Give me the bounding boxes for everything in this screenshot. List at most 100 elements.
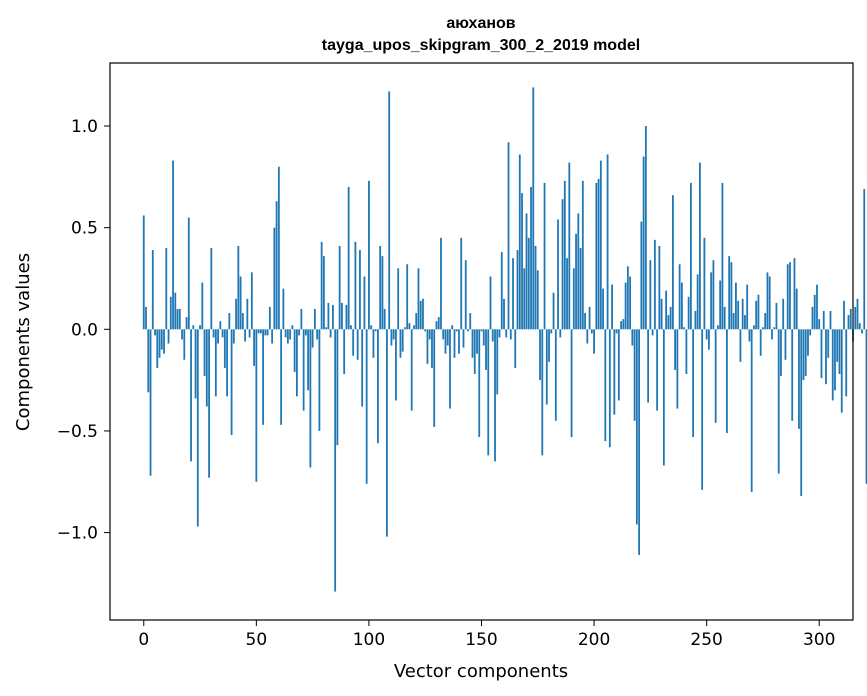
x-axis-label: Vector components xyxy=(394,661,568,682)
bar-291 xyxy=(798,329,800,429)
bar-119 xyxy=(410,329,413,411)
bar-92 xyxy=(350,325,352,330)
bar-182 xyxy=(552,292,555,330)
bar-9 xyxy=(163,329,165,354)
bar-303 xyxy=(825,329,827,385)
bar-130 xyxy=(435,321,438,330)
bar-53 xyxy=(262,329,264,425)
bar-235 xyxy=(671,195,674,330)
x-tick-label: 250 xyxy=(690,630,722,650)
bar-285 xyxy=(784,329,787,360)
bar-262 xyxy=(732,313,735,330)
bar-278 xyxy=(768,276,771,330)
bar-210 xyxy=(615,329,618,334)
bar-151 xyxy=(482,329,485,346)
bar-212 xyxy=(620,321,622,330)
bar-7 xyxy=(158,329,161,358)
bar-145 xyxy=(469,313,472,330)
bar-134 xyxy=(444,329,447,354)
bar-122 xyxy=(417,268,420,330)
bar-80 xyxy=(322,256,325,330)
bar-72 xyxy=(304,329,307,336)
bar-100 xyxy=(368,180,370,330)
bar-311 xyxy=(843,300,845,330)
bar-91 xyxy=(347,187,350,330)
bar-193 xyxy=(577,213,580,330)
bar-34 xyxy=(219,321,222,330)
bar-22 xyxy=(192,325,195,330)
bar-256 xyxy=(719,280,722,330)
bar-302 xyxy=(822,311,825,330)
bar-118 xyxy=(408,323,411,330)
bar-110 xyxy=(390,329,393,346)
bar-171 xyxy=(527,237,530,330)
bar-1 xyxy=(145,306,147,330)
y-axis: −1.0 −0.5 0.0 0.5 1.0 xyxy=(57,117,110,544)
bar-67 xyxy=(293,329,296,372)
bar-58 xyxy=(273,227,276,330)
bar-20 xyxy=(187,217,190,330)
bar-121 xyxy=(415,313,418,330)
bar-165 xyxy=(514,329,517,368)
bar-90 xyxy=(345,304,348,330)
bar-35 xyxy=(221,329,224,338)
bar-305 xyxy=(829,311,832,330)
bar-43 xyxy=(239,276,242,330)
bar-179 xyxy=(545,329,548,405)
bar-177 xyxy=(541,329,544,456)
bar-75 xyxy=(311,329,314,348)
bar-276 xyxy=(764,313,767,330)
bar-249 xyxy=(703,237,706,330)
bar-98 xyxy=(363,276,366,330)
bar-274 xyxy=(759,329,762,356)
bar-0 xyxy=(142,215,145,330)
bar-153 xyxy=(487,329,490,456)
bar-129 xyxy=(433,329,436,427)
bar-85 xyxy=(334,329,337,592)
bar-290 xyxy=(795,288,798,330)
bar-152 xyxy=(485,329,487,370)
bar-172 xyxy=(530,187,532,330)
bar-283 xyxy=(780,329,782,377)
bar-18 xyxy=(183,329,186,360)
bar-50 xyxy=(255,329,258,482)
bar-62 xyxy=(282,288,285,330)
bar-4 xyxy=(151,250,154,330)
bar-309 xyxy=(838,329,841,375)
bar-94 xyxy=(354,241,357,330)
bar-79 xyxy=(320,241,323,330)
bar-215 xyxy=(626,266,629,330)
bar-161 xyxy=(505,329,508,338)
bar-76 xyxy=(313,308,316,330)
bar-96 xyxy=(359,250,361,330)
bar-128 xyxy=(431,329,433,368)
bar-232 xyxy=(665,290,668,330)
bar-214 xyxy=(624,282,627,330)
bar-254 xyxy=(714,329,717,423)
bar-194 xyxy=(579,247,582,330)
bar-192 xyxy=(575,233,577,330)
bar-48 xyxy=(250,272,253,330)
bar-236 xyxy=(674,329,677,370)
bar-229 xyxy=(658,245,661,330)
bar-73 xyxy=(307,329,310,391)
bar-168 xyxy=(521,193,523,330)
bar-42 xyxy=(237,245,240,330)
bar-21 xyxy=(190,329,192,462)
bar-54 xyxy=(264,329,267,336)
bar-81 xyxy=(325,327,328,330)
bar-66 xyxy=(291,325,294,330)
bars-group xyxy=(142,87,867,592)
y-tick-label: −0.5 xyxy=(57,422,98,442)
bar-284 xyxy=(782,298,785,330)
bar-178 xyxy=(543,182,546,330)
bar-258 xyxy=(723,306,726,330)
bar-56 xyxy=(268,306,271,330)
bar-40 xyxy=(232,329,235,344)
bar-267 xyxy=(744,315,746,330)
x-tick-label: 300 xyxy=(803,630,835,650)
bar-45 xyxy=(244,329,246,342)
bar-28 xyxy=(205,329,208,407)
bar-51 xyxy=(257,329,260,334)
x-axis: 0 50 100 150 200 250 300 xyxy=(138,620,835,650)
